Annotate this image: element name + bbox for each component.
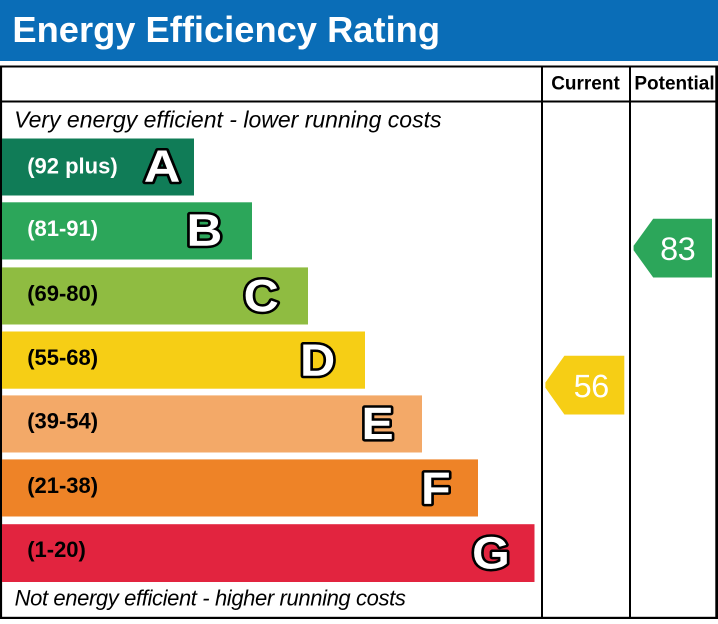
svg-text:Current: Current <box>551 73 620 94</box>
svg-text:(1-20): (1-20) <box>27 537 86 562</box>
svg-text:Not energy efficient - higher: Not energy efficient - higher running co… <box>15 586 406 611</box>
svg-text:(39-54): (39-54) <box>27 409 98 434</box>
svg-text:(92 plus): (92 plus) <box>27 153 117 178</box>
svg-text:Very energy efficient - lower: Very energy efficient - lower running co… <box>14 106 442 132</box>
svg-text:(69-80): (69-80) <box>27 281 98 306</box>
svg-text:(21-38): (21-38) <box>27 473 98 498</box>
svg-text:(55-68): (55-68) <box>27 345 98 370</box>
svg-text:(81-91): (81-91) <box>27 216 98 241</box>
svg-text:Potential: Potential <box>634 73 714 94</box>
svg-text:Energy Efficiency Rating: Energy Efficiency Rating <box>12 9 440 50</box>
